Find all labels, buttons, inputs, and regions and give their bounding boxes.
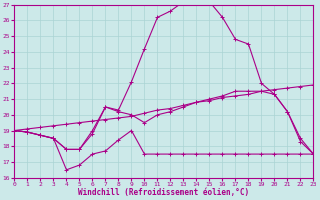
X-axis label: Windchill (Refroidissement éolien,°C): Windchill (Refroidissement éolien,°C) <box>78 188 250 197</box>
